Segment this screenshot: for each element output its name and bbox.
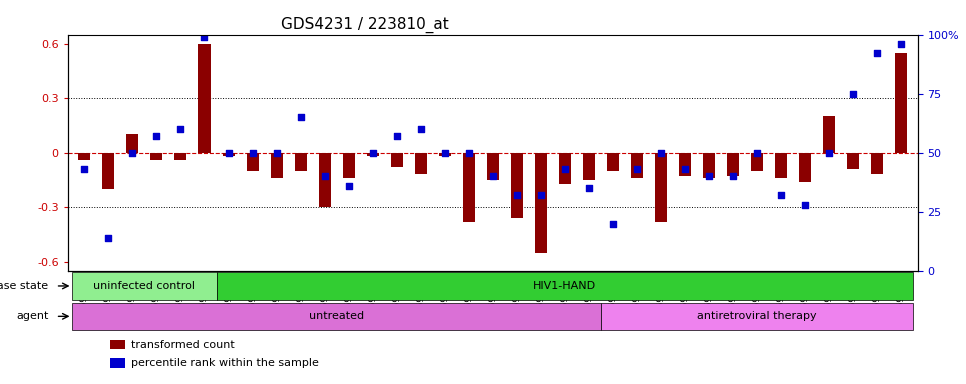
Bar [631, 153, 642, 178]
Point [437, 150, 452, 156]
Bar [679, 153, 691, 176]
Bar [582, 153, 595, 180]
Text: antiretroviral therapy: antiretroviral therapy [697, 311, 816, 321]
Point [629, 166, 644, 172]
Point [773, 192, 788, 198]
Bar [463, 153, 474, 222]
FancyBboxPatch shape [216, 272, 913, 300]
Bar [110, 340, 126, 349]
Point [100, 235, 116, 241]
Bar [439, 153, 450, 156]
Point [412, 126, 428, 132]
Point [677, 166, 693, 172]
Bar [366, 153, 379, 156]
Bar [607, 153, 619, 171]
Bar [110, 358, 126, 367]
Bar [270, 153, 282, 178]
Point [581, 185, 596, 191]
Point [821, 150, 837, 156]
Bar [751, 153, 763, 171]
Point [389, 133, 405, 139]
Text: disease state: disease state [0, 281, 48, 291]
Title: GDS4231 / 223810_at: GDS4231 / 223810_at [281, 17, 449, 33]
Bar [102, 153, 114, 189]
Text: untreated: untreated [309, 311, 364, 321]
Bar [535, 153, 547, 253]
Bar [343, 153, 355, 178]
Point [749, 150, 764, 156]
Bar [151, 153, 162, 160]
Bar [127, 134, 138, 153]
Point [221, 150, 237, 156]
Bar [511, 153, 523, 218]
Point [701, 173, 717, 179]
Bar [414, 153, 427, 174]
Point [509, 192, 525, 198]
Point [557, 166, 573, 172]
Point [317, 173, 332, 179]
Point [605, 220, 620, 227]
FancyBboxPatch shape [72, 303, 601, 330]
Text: percentile rank within the sample: percentile rank within the sample [131, 358, 319, 368]
Bar [775, 153, 787, 178]
Point [269, 150, 284, 156]
Point [725, 173, 741, 179]
Bar [871, 153, 883, 174]
Bar [847, 153, 859, 169]
Bar [198, 44, 211, 153]
Point [173, 126, 188, 132]
Point [293, 114, 308, 120]
Point [197, 34, 213, 40]
Bar [726, 153, 739, 176]
Point [365, 150, 381, 156]
Point [125, 150, 140, 156]
Point [653, 150, 668, 156]
Point [797, 202, 812, 208]
Point [533, 192, 549, 198]
Bar [319, 153, 330, 207]
Point [76, 166, 92, 172]
Point [341, 183, 356, 189]
Point [894, 41, 909, 47]
Text: agent: agent [16, 311, 48, 321]
Text: transformed count: transformed count [131, 339, 235, 349]
Bar [295, 153, 306, 171]
Bar [487, 153, 498, 180]
Bar [823, 116, 835, 153]
Text: uninfected control: uninfected control [94, 281, 195, 291]
Bar [895, 53, 907, 153]
Text: HIV1-HAND: HIV1-HAND [533, 281, 596, 291]
Point [845, 91, 861, 97]
Point [244, 150, 260, 156]
FancyBboxPatch shape [601, 303, 913, 330]
Bar [558, 153, 571, 184]
Bar [78, 153, 91, 160]
Point [869, 50, 885, 56]
Point [149, 133, 164, 139]
Point [461, 150, 476, 156]
Bar [655, 153, 667, 222]
Bar [246, 153, 259, 171]
Bar [703, 153, 715, 178]
FancyBboxPatch shape [72, 272, 216, 300]
Bar [222, 153, 235, 156]
Bar [390, 153, 403, 167]
Bar [175, 153, 186, 160]
Bar [799, 153, 810, 182]
Point [485, 173, 500, 179]
